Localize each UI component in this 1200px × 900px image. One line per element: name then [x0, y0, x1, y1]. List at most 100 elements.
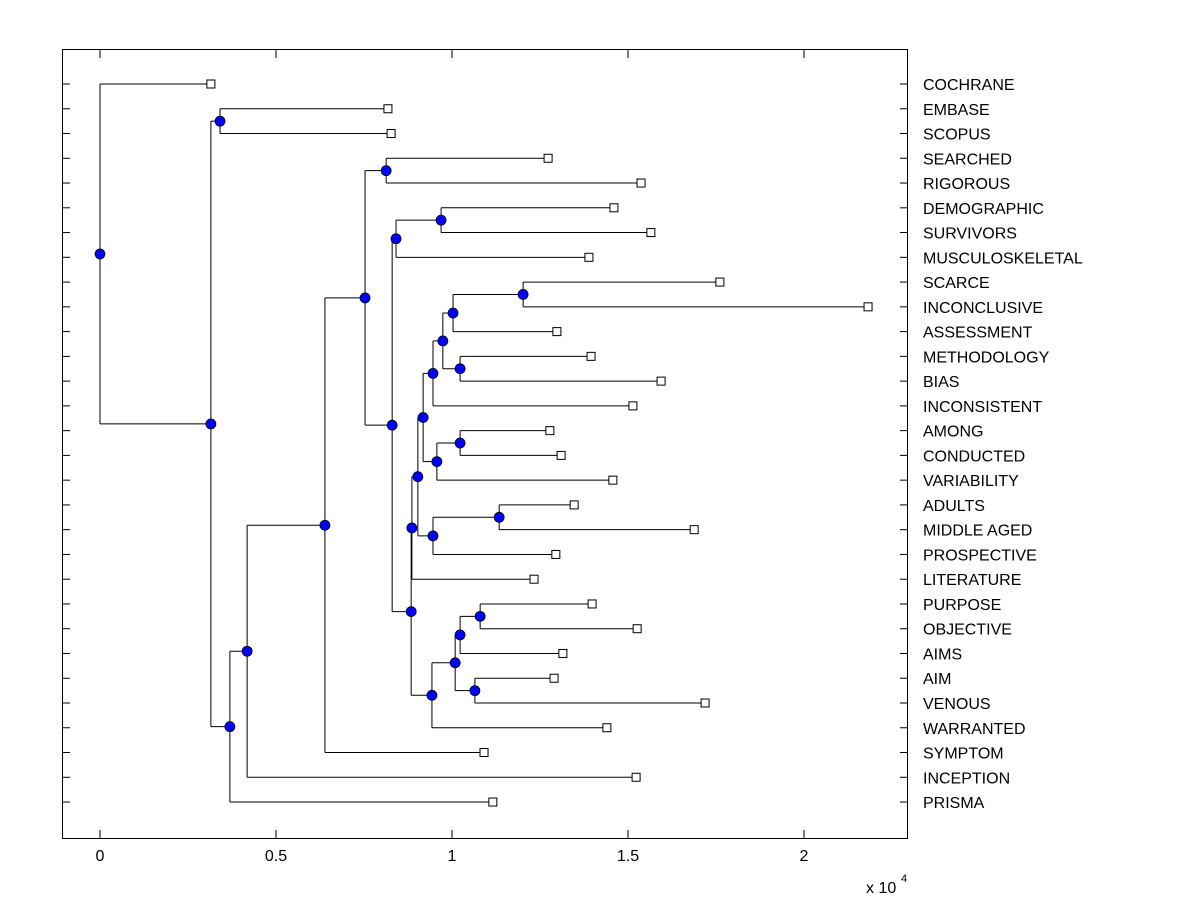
leaf-label: PRISMA	[923, 795, 985, 812]
leaf-marker	[715, 277, 725, 287]
node-marker	[431, 456, 443, 467]
node-marker	[426, 689, 438, 701]
leaf-label: CONDUCTED	[923, 448, 1025, 465]
leaf-label: SURVIVORS	[923, 226, 1017, 243]
node-marker	[447, 307, 459, 319]
node-marker	[493, 511, 505, 523]
leaf-marker	[628, 401, 638, 411]
leaf-label: INCEPTION	[923, 770, 1010, 787]
leaf-label: PROSPECTIVE	[923, 547, 1037, 564]
leaf-label: LITERATURE	[923, 572, 1021, 589]
leaf-label: OBJECTIVE	[923, 622, 1012, 639]
node-marker	[94, 248, 106, 260]
node-marker	[241, 645, 253, 657]
node-marker	[319, 519, 331, 531]
leaf-label: VENOUS	[923, 696, 991, 713]
leaf-label: COCHRANE	[923, 77, 1015, 94]
leaf-label: MIDDLE AGED	[923, 523, 1032, 540]
leaf-label: VARIABILITY	[923, 473, 1019, 490]
x-tick-label: 0	[96, 848, 105, 865]
node-marker	[386, 419, 398, 431]
node-marker	[406, 522, 418, 534]
leaf-marker	[551, 549, 561, 559]
node-marker	[454, 629, 466, 641]
node-marker	[469, 685, 481, 697]
leaf-marker	[549, 673, 559, 683]
node-marker	[427, 530, 439, 542]
leaf-marker	[608, 475, 618, 485]
node-marker	[474, 610, 486, 622]
leaf-marker	[386, 129, 396, 139]
node-marker	[417, 412, 429, 423]
leaf-marker	[488, 797, 498, 807]
node-marker	[224, 721, 236, 733]
node-marker	[437, 335, 449, 347]
leaf-marker	[543, 153, 553, 163]
leaf-marker	[646, 228, 656, 238]
node-marker	[454, 363, 466, 375]
leaf-label: RIGOROUS	[923, 176, 1010, 193]
leaf-marker	[556, 450, 566, 460]
branch-links	[99, 83, 869, 803]
leaf-marker	[632, 624, 642, 634]
leaf-label: SCARCE	[923, 275, 990, 292]
leaf-marker	[569, 500, 579, 510]
node-marker	[359, 292, 371, 304]
leaf-marker	[689, 525, 699, 535]
leaf-label: INCONCLUSIVE	[923, 300, 1043, 317]
leaf-label: WARRANTED	[923, 721, 1026, 738]
node-marker	[405, 606, 417, 618]
leaf-marker	[552, 327, 562, 337]
node-marker	[454, 437, 466, 449]
x-tick-label: 1	[448, 848, 457, 865]
x-axis-ticks: 0 0.5 1 1.5 2	[96, 49, 809, 865]
x-tick-label: 1.5	[617, 848, 639, 865]
x-multiplier-label: x 10	[866, 880, 896, 897]
node-marker	[427, 367, 439, 379]
leaf-label: DEMOGRAPHIC	[923, 201, 1044, 218]
leaf-marker	[529, 574, 539, 584]
leaf-label: INCONSISTENT	[923, 399, 1042, 416]
y-axis-ticks	[62, 83, 908, 803]
leaf-markers	[206, 79, 873, 807]
node-marker	[390, 233, 402, 245]
leaf-label: AIMS	[923, 646, 962, 663]
leaf-label: METHODOLOGY	[923, 349, 1050, 366]
leaf-label: SEARCHED	[923, 151, 1012, 168]
x-multiplier-exponent: 4	[901, 873, 907, 885]
leaf-label: MUSCULOSKELETAL	[923, 250, 1083, 267]
leaf-label: SYMPTOM	[923, 746, 1004, 763]
axes-box	[62, 49, 908, 839]
leaf-marker	[636, 178, 646, 188]
leaf-labels: COCHRANE EMBASE SCOPUS SEARCHED RIGOROUS DEMO…	[923, 77, 1083, 812]
node-marker	[449, 657, 461, 669]
leaf-marker	[383, 104, 393, 114]
node-marker	[380, 165, 392, 177]
leaf-marker	[631, 772, 641, 782]
leaf-label: ADULTS	[923, 498, 985, 515]
x-tick-label: 2	[800, 848, 809, 865]
node-marker	[214, 115, 226, 127]
leaf-marker	[700, 698, 710, 708]
leaf-marker	[584, 252, 594, 262]
leaf-label: AMONG	[923, 424, 983, 441]
leaf-label: BIAS	[923, 374, 959, 391]
leaf-marker	[656, 376, 666, 386]
leaf-label: EMBASE	[923, 102, 990, 119]
leaf-label: SCOPUS	[923, 127, 991, 144]
leaf-label: ASSESSMENT	[923, 325, 1033, 342]
leaf-marker	[863, 302, 873, 312]
leaf-marker	[479, 748, 489, 758]
node-marker	[517, 289, 529, 300]
node-marker	[205, 418, 217, 430]
leaf-marker	[587, 599, 597, 609]
x-tick-label: 0.5	[265, 848, 287, 865]
node-marker	[412, 471, 424, 483]
leaf-marker	[558, 648, 568, 658]
node-markers	[94, 115, 529, 733]
leaf-marker	[586, 351, 596, 361]
node-marker	[435, 214, 447, 226]
leaf-label: PURPOSE	[923, 597, 1001, 614]
leaf-marker	[609, 203, 619, 213]
